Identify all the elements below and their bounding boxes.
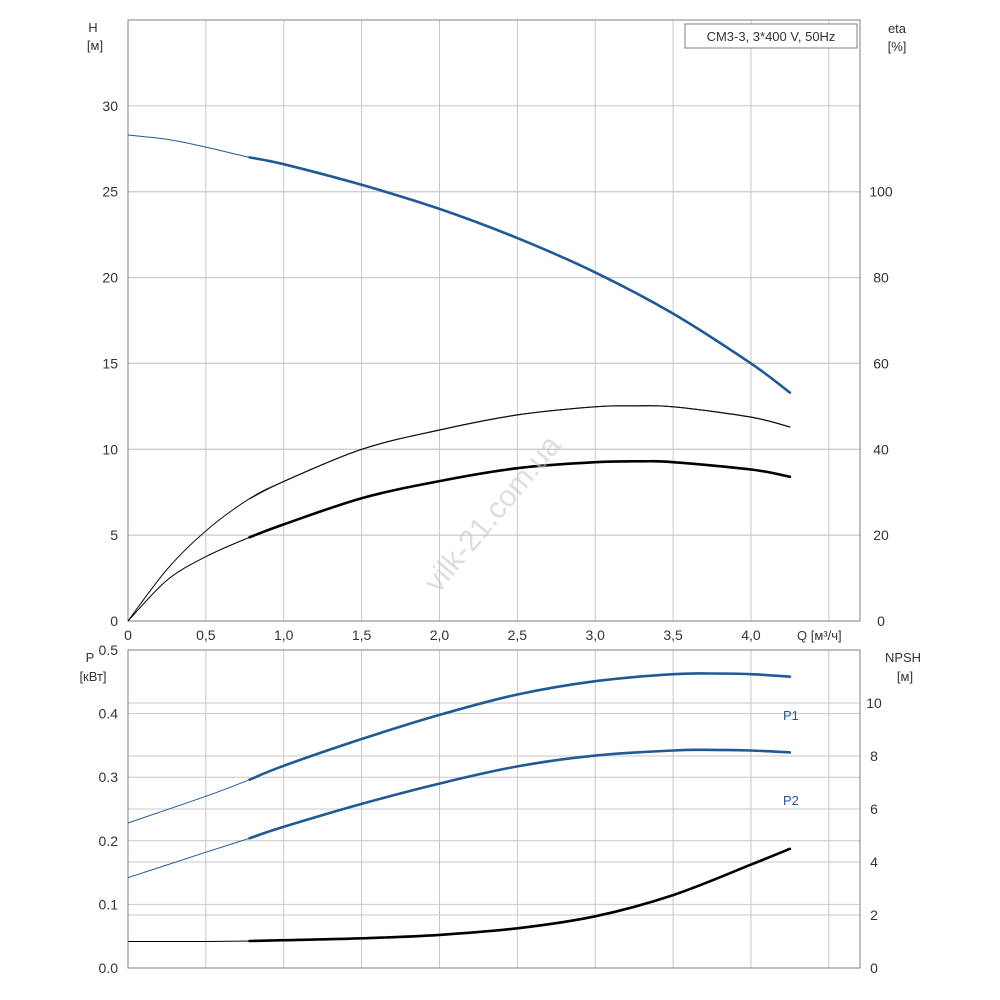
series-line-eta-pump- — [248, 405, 791, 500]
top-gridlines — [128, 20, 860, 621]
y-tick-label: 0.5 — [99, 642, 119, 658]
p2-series-label: P2 — [783, 793, 799, 808]
y-tick-label: 0.3 — [99, 769, 119, 785]
x-tick-label: 1,5 — [352, 627, 372, 643]
y2-tick-label: 8 — [870, 748, 878, 764]
x-tick-label: 3,0 — [585, 627, 605, 643]
y2-tick-label: 6 — [870, 801, 878, 817]
x-tick-label: 0,5 — [196, 627, 216, 643]
y2-tick-label: 80 — [873, 270, 889, 286]
series-line-thin — [127, 134, 791, 394]
series-line-eta-total- — [248, 459, 792, 539]
bottom-right-axis-label: NPSH — [885, 650, 921, 665]
top-x-tick-labels: 0 0,5 1,0 1,5 2,0 2,5 3,0 3,5 4,0 — [124, 627, 761, 643]
series-line-thin — [127, 405, 791, 622]
series-line-thin — [127, 848, 791, 943]
power-npsh-panel: P [кВт] NPSH [м] 0.0 0.1 0.2 0.3 0.4 0.5 0 2 4 6… — [79, 642, 921, 976]
x-tick-label: 2,5 — [508, 627, 528, 643]
y2-tick-label: 60 — [873, 355, 889, 371]
bottom-series-lines — [127, 672, 792, 943]
x-tick-label: 3,5 — [663, 627, 683, 643]
y2-tick-label: 10 — [866, 695, 882, 711]
series-line-thin — [127, 672, 790, 824]
top-left-axis-unit: [м] — [87, 38, 103, 53]
y2-tick-label: 40 — [873, 441, 889, 457]
top-left-axis-label: H — [88, 20, 97, 35]
bottom-left-axis-unit: [кВт] — [79, 669, 106, 684]
y2-tick-label: 20 — [873, 527, 889, 543]
x-tick-label: 0 — [124, 627, 132, 643]
bottom-right-axis-unit: [м] — [897, 669, 913, 684]
top-right-axis-label: eta — [888, 21, 907, 36]
top-left-tick-labels: 0 5 10 15 20 25 30 — [102, 98, 118, 629]
y-tick-label: 30 — [102, 98, 118, 114]
y2-tick-label: 4 — [870, 854, 878, 870]
y2-tick-label: 0 — [870, 960, 878, 976]
series-line-npsh — [248, 847, 792, 943]
y-tick-label: 5 — [110, 527, 118, 543]
bottom-left-tick-labels: 0.0 0.1 0.2 0.3 0.4 0.5 — [99, 642, 119, 976]
y2-tick-label: 0 — [877, 613, 885, 629]
p1-series-label: P1 — [783, 708, 799, 723]
series-line-h — [248, 156, 792, 394]
x-tick-label: 4,0 — [741, 627, 761, 643]
chart-title: CM3-3, 3*400 V, 50Hz — [707, 29, 836, 44]
bottom-plot-frame — [127, 649, 861, 969]
y-tick-label: 0.4 — [99, 706, 119, 722]
y-tick-label: 20 — [102, 270, 118, 286]
y-tick-label: 0.1 — [99, 896, 119, 912]
top-x-axis-label: Q [м³/ч] — [797, 628, 842, 643]
y2-tick-label: 100 — [869, 184, 893, 200]
series-line-p1 — [248, 672, 792, 781]
top-series-lines — [127, 134, 792, 622]
y-tick-label: 25 — [102, 184, 118, 200]
y-tick-label: 15 — [102, 355, 118, 371]
series-line-p2 — [248, 748, 792, 840]
bottom-right-tick-labels: 0 2 4 6 8 10 — [866, 695, 882, 976]
x-tick-label: 1,0 — [274, 627, 294, 643]
series-line-thin — [127, 749, 790, 879]
y-tick-label: 0.2 — [99, 833, 119, 849]
x-tick-label: 2,0 — [430, 627, 450, 643]
bottom-gridlines — [128, 649, 860, 968]
bottom-left-axis-label: P — [86, 650, 95, 665]
y-tick-label: 0 — [110, 613, 118, 629]
top-plot-frame — [127, 19, 861, 622]
watermark-text: vilk-21.com.ua — [418, 429, 568, 599]
y-tick-label: 0.0 — [99, 960, 119, 976]
y2-tick-label: 2 — [870, 907, 878, 923]
y-tick-label: 10 — [102, 441, 118, 457]
chart-title-box — [684, 23, 858, 49]
top-right-axis-unit: [%] — [888, 39, 907, 54]
top-right-tick-labels: 0 20 40 60 80 100 — [869, 184, 893, 629]
